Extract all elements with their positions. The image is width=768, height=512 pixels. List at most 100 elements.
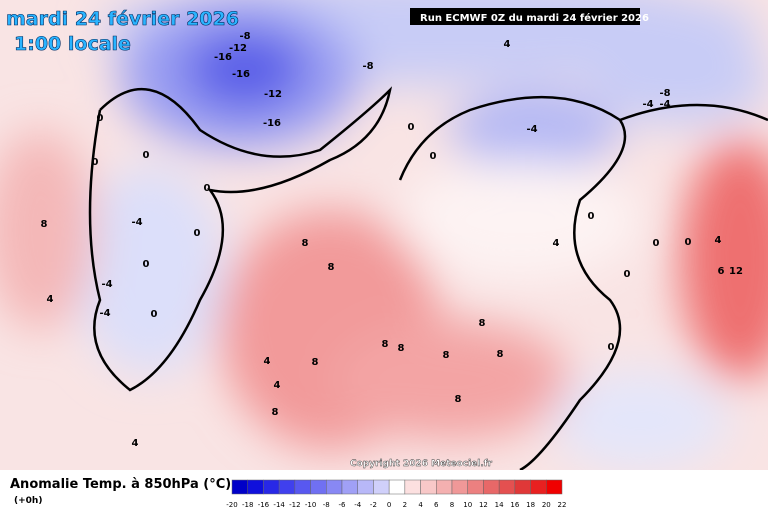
- contour-label: 8: [312, 357, 319, 368]
- colorbar-tick: 8: [450, 501, 454, 509]
- contour-label: 0: [151, 309, 158, 320]
- contour-label: 8: [382, 339, 389, 350]
- colorbar-tick: -18: [242, 501, 253, 509]
- colorbar-swatch: [357, 479, 374, 495]
- contour-label: -8: [239, 31, 250, 42]
- contour-label: -8: [659, 88, 670, 99]
- contour-label: 0: [408, 122, 415, 133]
- anomaly-field: [0, 0, 768, 470]
- contour-label: 0: [653, 238, 660, 249]
- colorbar-tick: 0: [387, 501, 391, 509]
- zero-contours: [88, 86, 768, 472]
- colorbar-swatch: [310, 479, 327, 495]
- contour-label: 8: [455, 394, 462, 405]
- colorbar-swatch: [514, 479, 531, 495]
- colorbar-tick: -12: [289, 501, 300, 509]
- contour-label: 0: [143, 259, 150, 270]
- legend-step: (+0h): [14, 496, 42, 506]
- contour-label: -4: [642, 99, 653, 110]
- run-label-box: [410, 8, 640, 25]
- colorbar-tick: 12: [479, 501, 488, 509]
- colorbar-tick: 22: [558, 501, 567, 509]
- legend-title: Anomalie Temp. à 850hPa (°C): [10, 477, 231, 492]
- contour-label: 4: [274, 380, 281, 391]
- contour-label: -16: [263, 118, 281, 129]
- colorbar-swatch: [530, 479, 547, 495]
- colorbar-swatch: [388, 479, 406, 495]
- contour-label: 0: [608, 342, 615, 353]
- colorbar-swatch: [263, 479, 280, 495]
- contour-label: 0: [97, 113, 104, 124]
- copyright: Copyright 2026 Meteociel.fr: [350, 459, 493, 469]
- contour-label: -16: [232, 69, 250, 80]
- contour-label: -4: [99, 308, 110, 319]
- contour-label: 4: [553, 238, 560, 249]
- colorbar-swatch: [341, 479, 358, 495]
- contour-label: 4: [715, 235, 722, 246]
- colorbar-tick: 2: [403, 501, 407, 509]
- colorbar-swatch: [546, 479, 563, 495]
- contour-label: 8: [497, 349, 504, 360]
- contour-label: 0: [430, 151, 437, 162]
- contour-label: 4: [47, 294, 54, 305]
- contour-label: 6: [718, 266, 725, 277]
- colorbar-swatch: [483, 479, 500, 495]
- colorbar-tick: -14: [273, 501, 285, 509]
- colorbar-tick: 6: [434, 501, 439, 509]
- contour-label: 8: [443, 350, 450, 361]
- colorbar-swatch: [404, 479, 421, 495]
- colorbar-tick: 14: [495, 501, 504, 509]
- colorbar-tick: -8: [323, 501, 330, 509]
- contour-label: -16: [214, 52, 232, 63]
- colorbar-tick: 18: [526, 501, 535, 509]
- colorbar-swatch: [326, 479, 343, 495]
- colorbar-swatch: [451, 479, 468, 495]
- contour-label: 0: [204, 183, 211, 194]
- title-date: mardi 24 février 2026: [6, 8, 239, 30]
- contour-label: 12: [729, 266, 743, 277]
- colorbar-tick: 4: [418, 501, 423, 509]
- contour-label: 0: [588, 211, 595, 222]
- colorbar-tick: 16: [510, 501, 519, 509]
- contour-label: -12: [264, 89, 282, 100]
- colorbar-swatch: [231, 479, 248, 495]
- contour-label: 0: [92, 157, 99, 168]
- contour-label: 8: [328, 262, 335, 273]
- contour-label: 0: [143, 150, 150, 161]
- colorbar-tick: -16: [258, 501, 270, 509]
- contour-label: -12: [229, 43, 247, 54]
- colorbar-tick: -20: [226, 501, 237, 509]
- contour-label: -4: [101, 279, 112, 290]
- contour-label: 8: [272, 407, 279, 418]
- contour-label: 4: [132, 438, 139, 449]
- colorbar-tick: -4: [354, 501, 362, 509]
- colorbar-swatch: [247, 479, 264, 495]
- title-time: 1:00 locale: [14, 33, 131, 55]
- contour-label: 4: [264, 356, 271, 367]
- contour-label: 8: [398, 343, 405, 354]
- contour-label: -8: [362, 61, 373, 72]
- colorbar-tick: -2: [370, 501, 377, 509]
- colorbar-swatch: [294, 479, 311, 495]
- colorbar-swatch: [467, 479, 484, 495]
- colorbar-swatch: [278, 479, 296, 495]
- colorbar-tick: 10: [463, 501, 472, 509]
- colorbar-swatch: [373, 479, 390, 495]
- contour-label: 8: [41, 219, 48, 230]
- contour-label: 0: [624, 269, 631, 280]
- contour-label: -4: [131, 217, 142, 228]
- contour-label: -4: [526, 124, 537, 135]
- run-label: Run ECMWF 0Z du mardi 24 février 2026: [420, 12, 649, 24]
- contour-label: 8: [302, 238, 309, 249]
- colorbar-swatch: [436, 479, 453, 495]
- colorbar-tick: -6: [339, 501, 347, 509]
- colorbar-swatch: [420, 479, 437, 495]
- colorbar-swatch: [498, 479, 516, 495]
- colorbar-tick: 20: [542, 501, 551, 509]
- contour-label: -4: [659, 99, 670, 110]
- colorbar-tick: -10: [305, 501, 316, 509]
- contour-label: 4: [504, 39, 511, 50]
- contour-label: 0: [685, 237, 692, 248]
- contour-label: 8: [479, 318, 486, 329]
